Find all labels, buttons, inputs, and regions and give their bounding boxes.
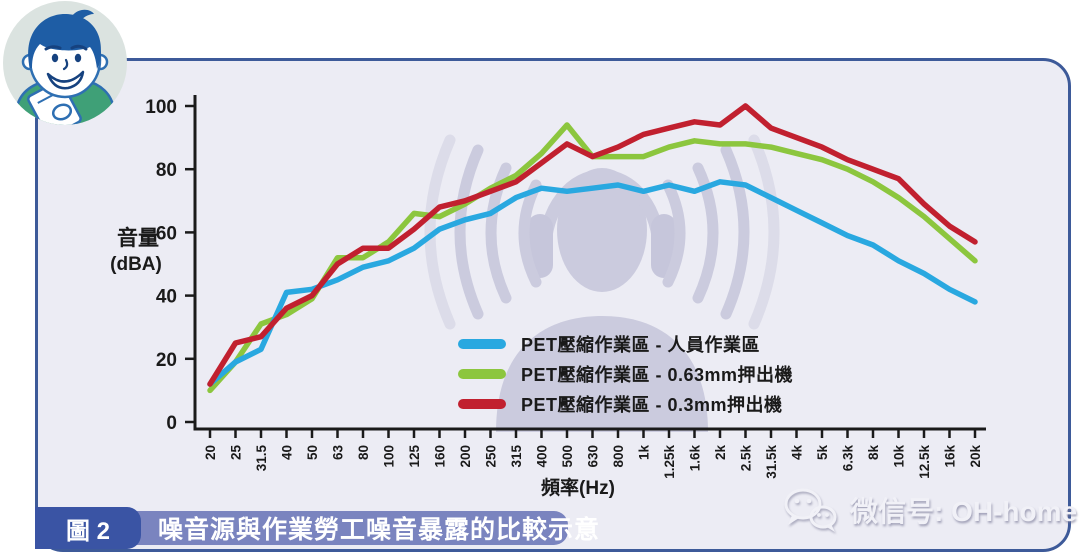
x-tick-label: 6.3k [841,445,856,472]
y-axis-title: 音量 [117,226,159,250]
watermark-head [557,168,647,292]
x-tick-label: 10k [892,445,907,468]
wechat-label: 微信号: OH-home [850,496,1078,527]
wechat-icon [784,488,837,532]
x-tick-label: 63 [331,445,346,461]
legend-item: PET壓縮作業區 - 0.3mm押出機 [458,389,793,419]
mascot-hair [28,14,102,69]
x-tick-label: 100 [382,445,397,468]
x-tick-label: 40 [280,445,295,460]
x-tick-label: 80 [356,445,371,460]
x-tick-label: 200 [458,445,473,468]
series-line-0 [207,179,978,387]
legend-item: PET壓縮作業區 - 0.63mm押出機 [458,359,793,389]
caption-badge-label: 圖 2 [65,517,110,545]
legend-swatch-green [458,369,506,379]
x-tick-label: 800 [611,445,626,468]
x-tick-label: 500 [560,445,575,468]
x-tick-label: 31.5 [254,445,269,472]
x-axis: 20 25 31.5 40 50 63 80 100 125 160 200 250 315 400 500… [193,427,986,479]
legend-swatch-blue [458,339,506,349]
x-tick-label: 630 [586,445,601,468]
x-tick-label: 1.25k [662,445,677,479]
legend-label: PET壓縮作業區 - 0.63mm押出機 [521,365,794,385]
y-axis-title-unit: (dBA) [110,254,162,275]
x-tick-label: 2k [713,445,728,461]
clipboard-person-mascot [3,1,127,125]
x-tick-label: 20 [203,445,218,460]
caption-bar: 噪音源與作業勞工噪音暴露的比較示意 [120,511,599,545]
series-lines [207,103,978,394]
x-tick-label: 315 [509,445,524,468]
headphone-band [538,169,666,257]
y-tick-label: 40 [156,287,177,308]
y-tick-label: 80 [156,160,177,181]
x-tick-label: 400 [535,445,550,468]
caption-title: 噪音源與作業勞工噪音暴露的比較示意 [158,516,601,544]
x-tick-label: 12.5k [917,445,932,479]
series-line-2 [207,103,978,387]
y-tick-label: 0 [166,413,177,434]
y-tick-label: 60 [156,223,177,244]
x-tick-label: 125 [407,445,422,468]
caption-badge: 圖 2 [35,507,141,549]
legend-item: PET壓縮作業區 - 人員作業區 [458,329,793,359]
legend-swatch-red [458,399,506,409]
x-axis-title: 頻率(Hz) [541,476,615,499]
x-tick-label: 250 [484,445,499,468]
x-tick-label: 1.6k [688,445,703,472]
y-tick-label: 20 [156,350,177,371]
legend-label: PET壓縮作業區 - 人員作業區 [521,335,761,355]
mascot-hand [51,103,73,121]
watermark-body [496,316,708,432]
chart-legend: PET壓縮作業區 - 人員作業區 PET壓縮作業區 - 0.63mm押出機 PE… [458,329,793,419]
x-tick-label: 20k [968,445,983,468]
y-tick-label: 100 [145,97,177,118]
x-tick-label: 8k [866,445,881,461]
x-tick-label: 2.5k [739,445,754,472]
x-tick-label: 5k [815,445,830,461]
x-tick-label: 1k [637,445,652,461]
x-tick-label: 4k [790,445,805,461]
legend-label: PET壓縮作業區 - 0.3mm押出機 [521,395,783,415]
x-tick-label: 16k [943,445,958,468]
x-tick-label: 50 [305,445,320,460]
y-axis: 0 20 40 60 80 100 [145,95,197,434]
wechat-footer: 微信号: OH-home [782,486,1077,534]
x-tick-label: 31.5k [764,445,779,479]
x-tick-label: 160 [433,445,448,468]
worker-wearing-headphones-icon [424,134,780,432]
axis-titles: 音量 (dBA) 頻率(Hz) [110,226,615,499]
x-tick-label: 25 [229,445,244,461]
